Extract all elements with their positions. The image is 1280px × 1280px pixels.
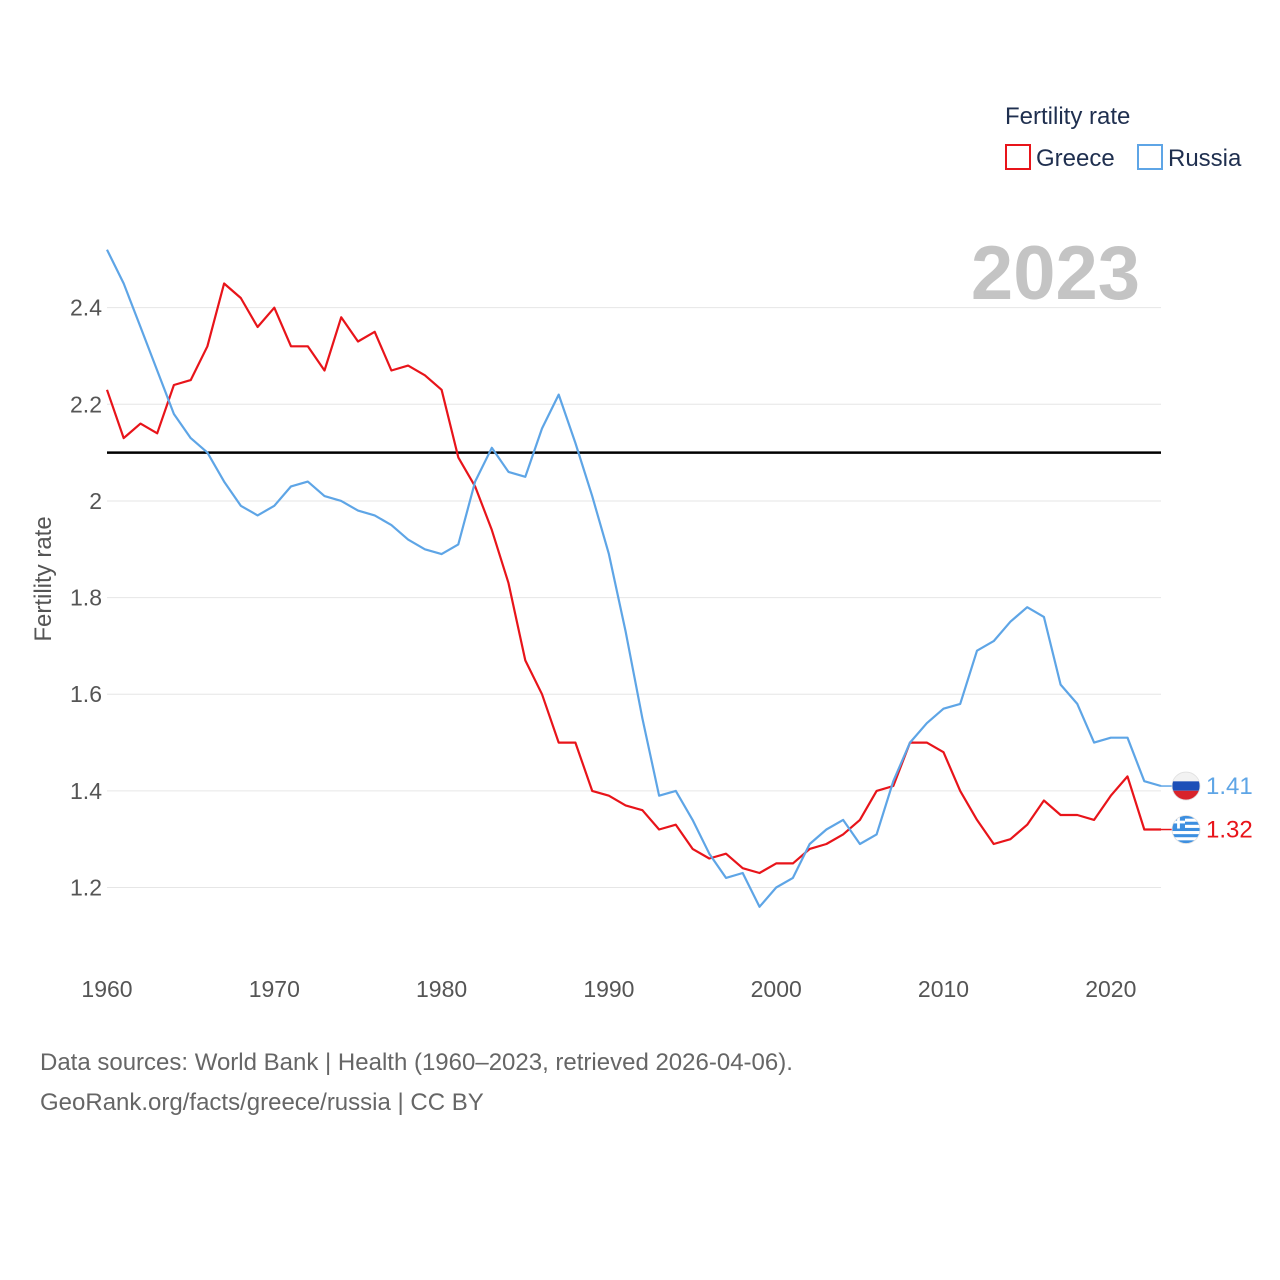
legend-item-russia[interactable]: Russia xyxy=(1137,144,1242,172)
fertility-chart: 1.2 1.4 1.6 1.8 2 2.2 2.4 1960 1970 1980 1990 2000… xyxy=(30,103,1253,1002)
y-axis-ticks: 1.2 1.4 1.6 1.8 2 2.2 2.4 xyxy=(70,295,102,901)
data-source-note: Data sources: World Bank | Health (1960–… xyxy=(40,1049,793,1076)
y-tick-label: 1.6 xyxy=(70,681,102,707)
end-value-label-greece: 1.32 xyxy=(1206,817,1253,844)
y-tick-label: 1.2 xyxy=(70,875,102,901)
legend: Fertility rate Greece Russia xyxy=(1005,103,1242,172)
y-tick-label: 1.4 xyxy=(70,778,102,804)
gridlines xyxy=(107,307,1161,889)
end-value-label-russia: 1.41 xyxy=(1206,773,1253,800)
y-tick-label: 1.8 xyxy=(70,585,102,611)
x-tick-label: 2010 xyxy=(918,976,969,1002)
attribution-link[interactable]: GeoRank.org/facts/greece/russia | CC BY xyxy=(40,1089,484,1116)
chart-footer: Data sources: World Bank | Health (1960–… xyxy=(40,1043,793,1123)
x-tick-label: 1990 xyxy=(583,976,634,1002)
legend-swatch-greece xyxy=(1005,144,1031,170)
y-tick-label: 2.4 xyxy=(70,295,102,321)
legend-label-greece: Greece xyxy=(1036,145,1115,172)
legend-item-greece[interactable]: Greece xyxy=(1005,144,1115,172)
x-tick-label: 1970 xyxy=(249,976,300,1002)
y-tick-label: 2 xyxy=(89,488,102,514)
legend-title: Fertility rate xyxy=(1005,103,1130,130)
x-tick-label: 2020 xyxy=(1085,976,1136,1002)
series-lines xyxy=(105,249,1162,908)
legend-swatch-russia xyxy=(1137,144,1163,170)
legend-label-russia: Russia xyxy=(1168,145,1242,172)
y-axis-title: Fertility rate xyxy=(30,516,57,641)
greece-flag-icon xyxy=(1161,815,1201,844)
series-line-greece[interactable] xyxy=(105,282,1161,875)
x-tick-label: 1960 xyxy=(81,976,132,1002)
russia-flag-icon xyxy=(1161,771,1201,801)
current-year-label: 2023 xyxy=(971,231,1140,316)
x-tick-label: 2000 xyxy=(751,976,802,1002)
series-end-markers: 1.32 1.41 xyxy=(1161,771,1253,844)
series-line-russia[interactable] xyxy=(106,249,1162,908)
x-axis-ticks: 1960 1970 1980 1990 2000 2010 2020 xyxy=(81,976,1136,1002)
x-tick-label: 1980 xyxy=(416,976,467,1002)
y-tick-label: 2.2 xyxy=(70,391,102,417)
